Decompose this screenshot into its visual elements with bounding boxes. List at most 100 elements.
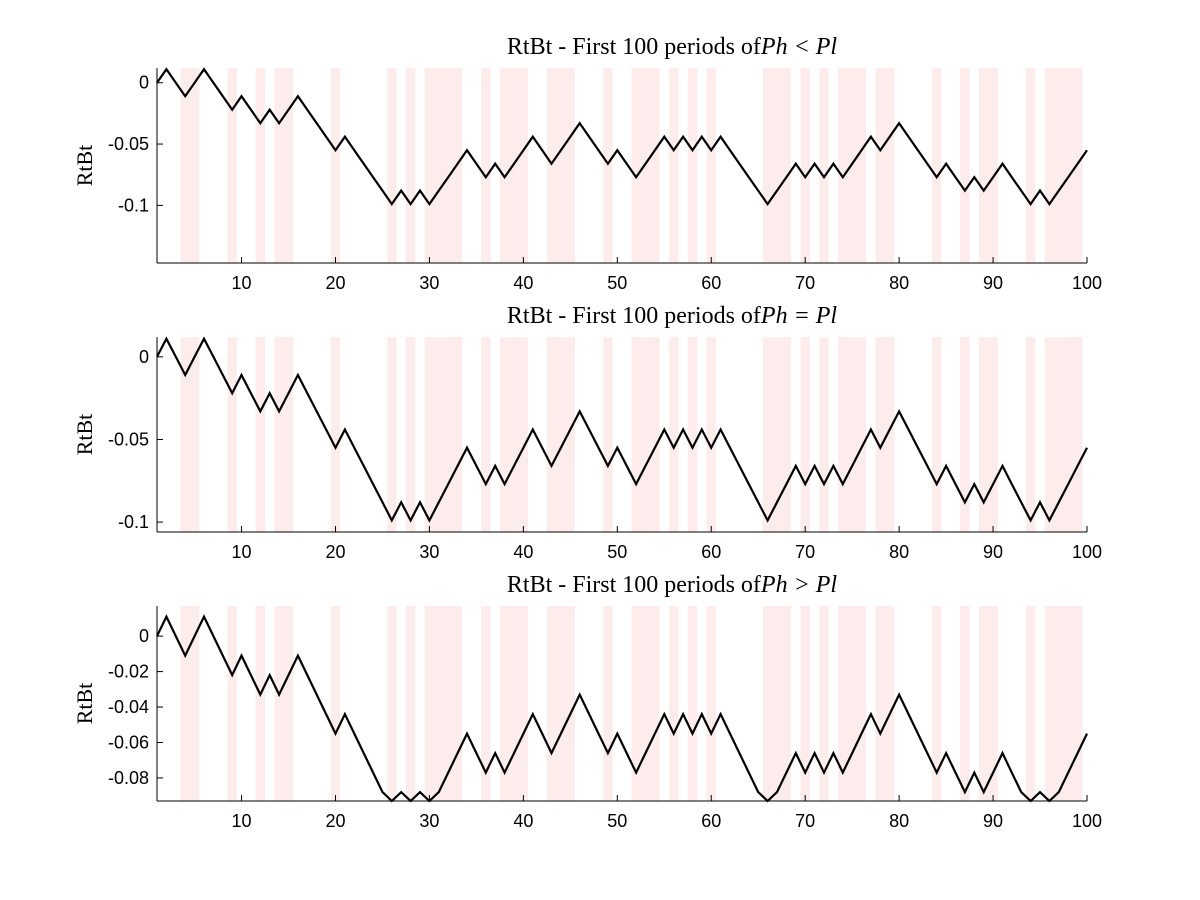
chart-panel-1: 10 20 30 40 50 60 70 80 90 100 0 -0.05 -0.1 RtBt RtBt … [72,34,1102,293]
shaded-period [1025,68,1036,263]
shaded-period [255,606,265,801]
shaded-period [650,68,660,263]
shaded-period [424,337,435,532]
shaded-period [1025,606,1036,801]
x-tick-label: 20 [325,273,345,293]
shaded-period [847,606,857,801]
shaded-period [875,606,885,801]
shaded-period [772,337,782,532]
shaded-period [546,337,557,532]
shaded-period [387,606,397,801]
shaded-period [1044,68,1055,263]
shaded-period [640,606,651,801]
shaded-period [988,68,998,263]
shaded-period [565,68,575,263]
y-axis-label: RtBt [72,683,97,725]
shaded-period [603,337,613,532]
shaded-period [960,337,970,532]
shaded-period [781,337,792,532]
shaded-period [189,68,200,263]
shaded-period [434,337,444,532]
shaded-period [255,337,265,532]
chart-title-text: RtBt - First 100 periods of [507,303,761,329]
x-tick-label: 30 [419,811,439,831]
shaded-period [452,606,463,801]
chart-title-text: RtBt - First 100 periods of [507,34,761,60]
shaded-period [434,606,444,801]
shaded-period [856,337,867,532]
shaded-period [875,337,885,532]
shaded-period [452,337,463,532]
shaded-period [274,606,284,801]
chart-title: RtBt - First 100 periods ofPh < Pl [507,34,838,60]
shaded-period [274,337,284,532]
y-tick-label: -0.08 [108,768,149,788]
shaded-period [565,606,575,801]
shaded-period [565,337,575,532]
shaded-period [255,68,265,263]
shaded-period [1054,337,1064,532]
shaded-period [706,68,716,263]
shaded-period [932,68,942,263]
shaded-period [330,606,341,801]
shaded-period [424,606,435,801]
chart-panel-3: 10 20 30 40 50 60 70 80 90 100 0 -0.02 -0.04 -0.06 -0.… [72,572,1102,831]
shaded-period [499,606,510,801]
x-tick-label: 70 [795,542,815,562]
y-tick-label: 0 [139,347,149,367]
shaded-period [781,606,792,801]
shaded-period [1063,606,1073,801]
x-tick-label: 40 [513,811,533,831]
shaded-period [819,337,829,532]
shaded-period [1054,606,1064,801]
y-tick-label: -0.04 [108,697,149,717]
shaded-period [481,337,491,532]
shaded-period [979,337,989,532]
x-tick-label: 90 [983,273,1003,293]
shaded-period [227,68,237,263]
y-axis-label: RtBt [72,414,97,456]
shaded-period [518,606,529,801]
shaded-period [856,606,867,801]
shaded-period [838,68,848,263]
x-tick-label: 100 [1072,811,1102,831]
shaded-period [960,606,970,801]
shaded-period [180,337,190,532]
shaded-period [781,68,792,263]
y-tick-label: -0.05 [108,134,149,154]
shaded-period [189,606,200,801]
shaded-period [546,606,557,801]
shaded-period [443,606,453,801]
shaded-period [706,337,716,532]
x-tick-label: 90 [983,811,1003,831]
shaded-period [405,606,416,801]
x-tick-label: 100 [1072,542,1102,562]
shaded-period [434,68,444,263]
series-line [156,614,1088,803]
x-tick-label: 60 [701,542,721,562]
shaded-period [800,337,810,532]
y-tick-label: -0.06 [108,733,149,753]
y-tick-label: -0.02 [108,662,149,682]
shaded-period [875,68,885,263]
shaded-period [1063,68,1073,263]
x-tick-label: 80 [889,811,909,831]
shaded-period [800,68,810,263]
shaded-period [424,68,435,263]
shaded-period [180,68,190,263]
x-tick-label: 70 [795,811,815,831]
shaded-period [387,68,397,263]
shaded-period [631,337,641,532]
shaded-period [481,606,491,801]
shaded-period [443,68,453,263]
shaded-period [283,606,294,801]
shaded-period [988,606,998,801]
shaded-period [274,68,284,263]
shaded-period [847,337,857,532]
shaded-period [1054,68,1064,263]
x-tick-label: 60 [701,811,721,831]
shaded-period [669,606,679,801]
shaded-period [932,606,942,801]
x-tick-label: 50 [607,542,627,562]
shaded-period [762,337,773,532]
